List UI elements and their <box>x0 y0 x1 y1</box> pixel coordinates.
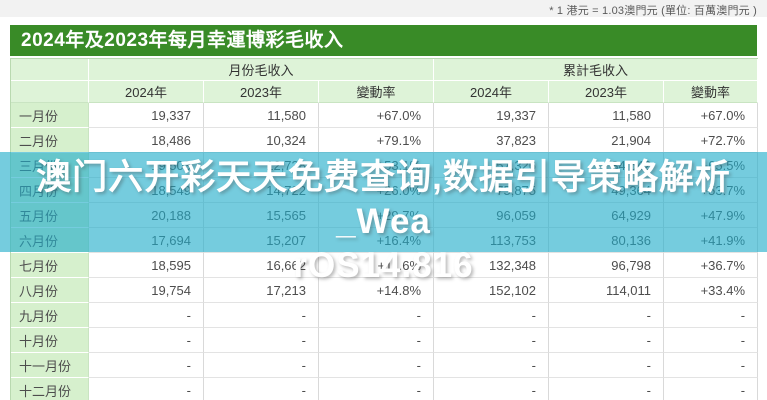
table-row: 十月份 - - - - - - <box>11 328 759 353</box>
value-cell: - <box>664 378 759 400</box>
col-header-cumulative-2024: 2024年 <box>434 81 550 103</box>
value-cell: 132,348 <box>434 253 550 278</box>
col-header-monthly-2024: 2024年 <box>89 81 204 103</box>
value-cell: - <box>664 303 759 328</box>
value-cell: - <box>89 378 204 400</box>
table-row: 七月份 18,595 16,662 +11.6% 132,348 96,798 +36.7% <box>11 253 759 278</box>
month-label: 十二月份 <box>11 378 89 400</box>
watermark-line-1: 澳门六开彩天天免费查询,数据引导策略解析_Wea <box>36 158 731 241</box>
value-cell: - <box>89 353 204 378</box>
exchange-rate-note: * 1 港元 = 1.03澳門元 (單位: 百萬澳門元 ) <box>0 0 767 17</box>
table-title-bar: 2024年及2023年每月幸運博彩毛收入 <box>10 25 757 56</box>
month-label: 九月份 <box>11 303 89 328</box>
value-cell: - <box>434 353 550 378</box>
table-row: 二月份 18,486 10,324 +79.1% 37,823 21,904 +72.7% <box>11 128 759 153</box>
group-header-cumulative: 累計毛收入 <box>434 59 759 81</box>
value-cell: 114,011 <box>549 278 665 303</box>
value-cell: 18,595 <box>89 253 204 278</box>
value-cell: - <box>319 303 435 328</box>
value-cell: - <box>204 353 319 378</box>
watermark-overlay: 澳门六开彩天天免费查询,数据引导策略解析_Wea rOS14.816 <box>0 152 767 285</box>
value-cell: +67.0% <box>664 103 759 128</box>
value-cell: - <box>204 378 319 400</box>
month-label: 一月份 <box>11 103 89 128</box>
value-cell: 152,102 <box>434 278 550 303</box>
value-cell: 16,662 <box>204 253 319 278</box>
month-column-header <box>11 81 89 103</box>
value-cell: - <box>434 328 550 353</box>
value-cell: 96,798 <box>549 253 665 278</box>
value-cell: 11,580 <box>204 103 319 128</box>
value-cell: +36.7% <box>664 253 759 278</box>
month-label: 八月份 <box>11 278 89 303</box>
group-header-row: 月份毛收入 累計毛收入 <box>11 59 759 81</box>
table-row: 十二月份 - - - - - - <box>11 378 759 400</box>
value-cell: 21,904 <box>549 128 665 153</box>
value-cell: - <box>204 328 319 353</box>
value-cell: +67.0% <box>319 103 435 128</box>
value-cell: 19,337 <box>434 103 550 128</box>
month-label: 七月份 <box>11 253 89 278</box>
table-row: 十一月份 - - - - - - <box>11 353 759 378</box>
value-cell: 19,754 <box>89 278 204 303</box>
col-header-monthly-2023: 2023年 <box>204 81 319 103</box>
page-title: 2024年及2023年每月幸運博彩毛收入 <box>21 30 344 51</box>
group-header-monthly: 月份毛收入 <box>89 59 435 81</box>
col-header-monthly-change: 變動率 <box>319 81 435 103</box>
value-cell: - <box>549 328 665 353</box>
table-row: 八月份 19,754 17,213 +14.8% 152,102 114,011 +33.4… <box>11 278 759 303</box>
corner-cell <box>11 59 89 81</box>
value-cell: 18,486 <box>89 128 204 153</box>
table-row: 九月份 - - - - - - <box>11 303 759 328</box>
spacer <box>0 17 767 25</box>
value-cell: - <box>89 303 204 328</box>
value-cell: +11.6% <box>319 253 435 278</box>
value-cell: - <box>549 378 665 400</box>
value-cell: - <box>664 328 759 353</box>
value-cell: - <box>664 353 759 378</box>
table-row: 一月份 19,337 11,580 +67.0% 19,337 11,580 +67.0% <box>11 103 759 128</box>
watermark-line-2: rOS14.816 <box>293 246 474 285</box>
month-label: 十月份 <box>11 328 89 353</box>
value-cell: - <box>434 303 550 328</box>
col-header-cumulative-2023: 2023年 <box>549 81 665 103</box>
value-cell: - <box>549 303 665 328</box>
month-label: 二月份 <box>11 128 89 153</box>
value-cell: +79.1% <box>319 128 435 153</box>
value-cell: - <box>434 378 550 400</box>
col-header-cumulative-change: 變動率 <box>664 81 759 103</box>
value-cell: - <box>319 353 435 378</box>
value-cell: +72.7% <box>664 128 759 153</box>
value-cell: - <box>549 353 665 378</box>
value-cell: - <box>204 303 319 328</box>
value-cell: - <box>319 378 435 400</box>
value-cell: 37,823 <box>434 128 550 153</box>
value-cell: - <box>89 328 204 353</box>
value-cell: +33.4% <box>664 278 759 303</box>
value-cell: 10,324 <box>204 128 319 153</box>
column-header-row: 2024年 2023年 變動率 2024年 2023年 變動率 <box>11 81 759 103</box>
value-cell: - <box>319 328 435 353</box>
value-cell: 11,580 <box>549 103 665 128</box>
value-cell: +14.8% <box>319 278 435 303</box>
value-cell: 17,213 <box>204 278 319 303</box>
value-cell: 19,337 <box>89 103 204 128</box>
month-label: 十一月份 <box>11 353 89 378</box>
